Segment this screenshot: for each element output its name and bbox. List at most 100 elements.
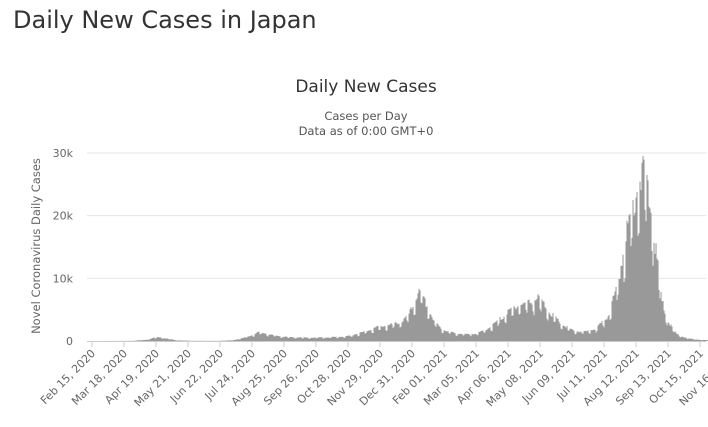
data-bar [590, 334, 591, 341]
data-bar [683, 337, 684, 341]
data-bar [690, 339, 691, 341]
data-bar [487, 330, 488, 341]
data-bar [333, 337, 334, 341]
data-bar [386, 330, 387, 341]
data-bar [326, 338, 327, 341]
data-bar [399, 324, 400, 341]
data-bar [166, 339, 167, 341]
data-bar [505, 322, 506, 341]
data-bar [366, 333, 367, 341]
data-bar [432, 317, 433, 341]
data-bar [646, 221, 647, 341]
data-bar [273, 335, 274, 341]
data-bar [573, 330, 574, 341]
data-bar [276, 336, 277, 341]
data-bar [559, 322, 560, 341]
data-bar [528, 300, 529, 341]
data-bar [453, 332, 454, 341]
data-bar [431, 315, 432, 341]
data-bar [161, 338, 162, 341]
data-bar [426, 307, 427, 341]
data-bar [448, 331, 449, 341]
data-bar [509, 309, 510, 341]
data-bar [227, 340, 228, 341]
data-bar [301, 337, 302, 341]
data-bar [592, 330, 593, 341]
data-bar [271, 335, 272, 341]
data-bar [567, 326, 568, 341]
data-bar [444, 330, 445, 341]
gridlines [87, 153, 706, 278]
data-bar [402, 323, 403, 341]
data-bar [338, 338, 339, 341]
data-bar [636, 198, 637, 341]
data-bar [492, 331, 493, 341]
data-bar [572, 329, 573, 341]
data-bar [269, 335, 270, 341]
data-bar [441, 329, 442, 341]
data-bar [534, 315, 535, 341]
data-bar [156, 338, 157, 341]
data-bar [272, 334, 273, 341]
data-bar [629, 215, 630, 341]
data-bar [598, 326, 599, 341]
data-bar [356, 334, 357, 341]
data-bar [404, 318, 405, 341]
data-bar [417, 299, 418, 341]
data-bar [608, 317, 609, 341]
data-bar [376, 327, 377, 341]
data-bar [588, 330, 589, 341]
data-bar [372, 333, 373, 341]
data-bar [140, 340, 141, 341]
data-bar [295, 339, 296, 341]
data-bar [553, 313, 554, 341]
data-bar [621, 266, 622, 341]
data-bar [438, 324, 439, 341]
data-bar [305, 337, 306, 341]
data-bar [696, 339, 697, 341]
data-bar [350, 335, 351, 341]
chart-subtitle-line2: Data as of 0:00 GMT+0 [299, 124, 434, 138]
data-bar [274, 336, 275, 341]
data-bar [523, 303, 524, 341]
data-bar [262, 333, 263, 341]
data-bar [439, 326, 440, 341]
data-bar [491, 331, 492, 341]
data-bar [142, 340, 143, 341]
data-bar [643, 156, 644, 341]
data-bar [666, 323, 667, 341]
data-bar [389, 325, 390, 341]
data-bar [585, 331, 586, 341]
data-bar [689, 338, 690, 341]
data-bar [349, 336, 350, 341]
data-bar [351, 337, 352, 341]
data-bar [691, 339, 692, 341]
data-bar [171, 339, 172, 341]
data-bar [311, 338, 312, 341]
data-bar [503, 319, 504, 341]
data-bar [668, 323, 669, 341]
data-bar [574, 331, 575, 341]
data-bar [578, 332, 579, 341]
data-bar [582, 333, 583, 341]
data-bar [145, 340, 146, 341]
data-bar [394, 327, 395, 341]
data-bar [594, 330, 595, 341]
data-bar [508, 310, 509, 341]
data-bar [325, 338, 326, 341]
data-bar [485, 332, 486, 341]
data-bar [285, 337, 286, 341]
data-bar [659, 290, 660, 341]
data-bar [176, 340, 177, 341]
y-tick-label: 10k [53, 272, 74, 285]
data-bar [645, 210, 646, 341]
data-bar [358, 336, 359, 341]
data-bar [359, 336, 360, 341]
data-bar [235, 340, 236, 341]
data-bar [483, 331, 484, 341]
data-bar [486, 330, 487, 341]
data-bar [660, 298, 661, 341]
data-bar [481, 331, 482, 341]
data-bar [147, 340, 148, 341]
